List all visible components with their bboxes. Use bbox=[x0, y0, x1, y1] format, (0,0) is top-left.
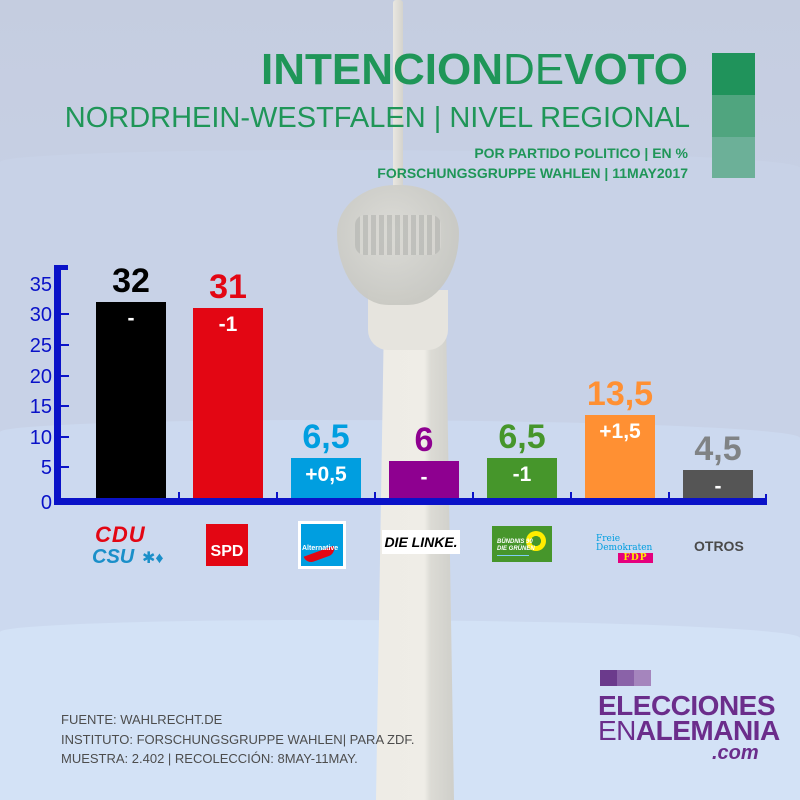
y-tick-label: 35 bbox=[29, 273, 52, 296]
change-label: - bbox=[420, 466, 428, 490]
source-line: FUENTE: WAHLRECHT.DE bbox=[61, 712, 223, 727]
sunflower-icon bbox=[526, 531, 546, 551]
csu-lion-icon: ✱♦ bbox=[142, 550, 164, 567]
change-label: - bbox=[127, 307, 135, 331]
y-tick bbox=[61, 344, 69, 346]
x-tick bbox=[276, 492, 278, 498]
change-label: -1 bbox=[512, 463, 532, 487]
header-swatch bbox=[712, 53, 755, 95]
y-tick-label: 25 bbox=[29, 335, 52, 357]
bar-otros: - bbox=[683, 470, 753, 498]
x-tick bbox=[668, 492, 670, 498]
bar-fdp: +1,5 bbox=[585, 415, 655, 498]
chart-unit-note: POR PARTIDO POLITICO | EN % bbox=[474, 145, 688, 161]
y-tick bbox=[61, 405, 69, 408]
bar-spd: -1 bbox=[193, 308, 263, 498]
page-title: INTENCIONDEVOTO bbox=[260, 45, 688, 94]
gruene-logo: BÜNDNIS 90 DIE GRÜNEN bbox=[492, 526, 552, 562]
y-tick-label: 10 bbox=[29, 426, 52, 449]
brand-logo-line1: ELECCIONES bbox=[598, 690, 776, 721]
brand-logo-com: .com bbox=[712, 742, 759, 764]
pollster-date: FORSCHUNGSGRUPPE WAHLEN | 11MAY2017 bbox=[377, 165, 688, 181]
y-tick bbox=[61, 466, 69, 469]
y-tick-label: 20 bbox=[29, 365, 52, 388]
institute-line: INSTITUTO: FORSCHUNGSGRUPPE WAHLEN| PARA… bbox=[61, 732, 415, 747]
value-label: 13,5 bbox=[586, 375, 654, 414]
y-tick-label: 30 bbox=[29, 304, 52, 327]
bar-die-linke: - bbox=[389, 461, 459, 498]
y-tick bbox=[61, 435, 69, 438]
x-tick bbox=[570, 492, 572, 498]
brand-square bbox=[634, 670, 651, 686]
value-label: 6,5 bbox=[498, 418, 546, 457]
spd-logo: SPD bbox=[206, 524, 248, 566]
otros-label: OTROS bbox=[694, 538, 744, 554]
y-tick bbox=[61, 313, 69, 316]
brand-square bbox=[617, 670, 634, 686]
spd-logo-text: SPD bbox=[210, 543, 244, 560]
page-subtitle: NORDRHEIN-WESTFALEN | NIVEL REGIONAL bbox=[64, 102, 690, 134]
brand-logo-line2: ENALEMANIA bbox=[598, 715, 780, 746]
y-tick-label: 15 bbox=[29, 396, 52, 419]
x-tick bbox=[374, 492, 376, 498]
x-axis bbox=[54, 498, 767, 505]
bar-gr-ne: -1 bbox=[487, 458, 557, 498]
tower-shaft bbox=[376, 330, 454, 800]
fdp-logo-box: FDP bbox=[618, 553, 653, 563]
y-axis bbox=[54, 265, 61, 501]
fdp-logo-text: Freie Demokraten bbox=[596, 534, 653, 553]
value-label: 4,5 bbox=[694, 430, 742, 469]
value-label: 31 bbox=[209, 268, 247, 307]
x-tick bbox=[472, 492, 474, 498]
afd-logo-text: Alternative bbox=[302, 545, 339, 552]
bar-cdu-csu: - bbox=[96, 302, 166, 498]
gruene-logo-text: BÜNDNIS 90 DIE GRÜNEN bbox=[497, 539, 535, 552]
value-label: 32 bbox=[112, 262, 150, 301]
tower-antenna bbox=[393, 0, 403, 190]
y-tick bbox=[61, 374, 69, 377]
value-label: 6,5 bbox=[302, 418, 350, 457]
brand-square bbox=[600, 670, 617, 686]
value-label: 6 bbox=[414, 421, 434, 460]
y-tick-label: 0 bbox=[40, 492, 52, 514]
header-swatch bbox=[712, 95, 755, 137]
tower-windows bbox=[355, 215, 441, 255]
x-tick bbox=[765, 494, 767, 504]
gruene-underline bbox=[497, 555, 529, 556]
cdu-logo: CDU bbox=[95, 522, 146, 547]
y-tick-label: 5 bbox=[40, 457, 52, 480]
change-label: +1,5 bbox=[599, 420, 641, 444]
y-axis-top-tick bbox=[54, 265, 68, 270]
linke-logo: DIE LINKE. bbox=[382, 530, 460, 554]
sample-line: MUESTRA: 2.402 | RECOLECCIÓN: 8MAY-11MAY… bbox=[61, 751, 358, 766]
header-swatch bbox=[712, 137, 755, 178]
change-label: +0,5 bbox=[305, 463, 347, 487]
change-label: - bbox=[714, 475, 722, 499]
afd-logo: Alternative bbox=[298, 521, 346, 569]
x-tick bbox=[178, 492, 180, 498]
bar-afd: +0,5 bbox=[291, 458, 361, 498]
csu-logo: CSU bbox=[92, 546, 135, 568]
change-label: -1 bbox=[218, 313, 238, 337]
